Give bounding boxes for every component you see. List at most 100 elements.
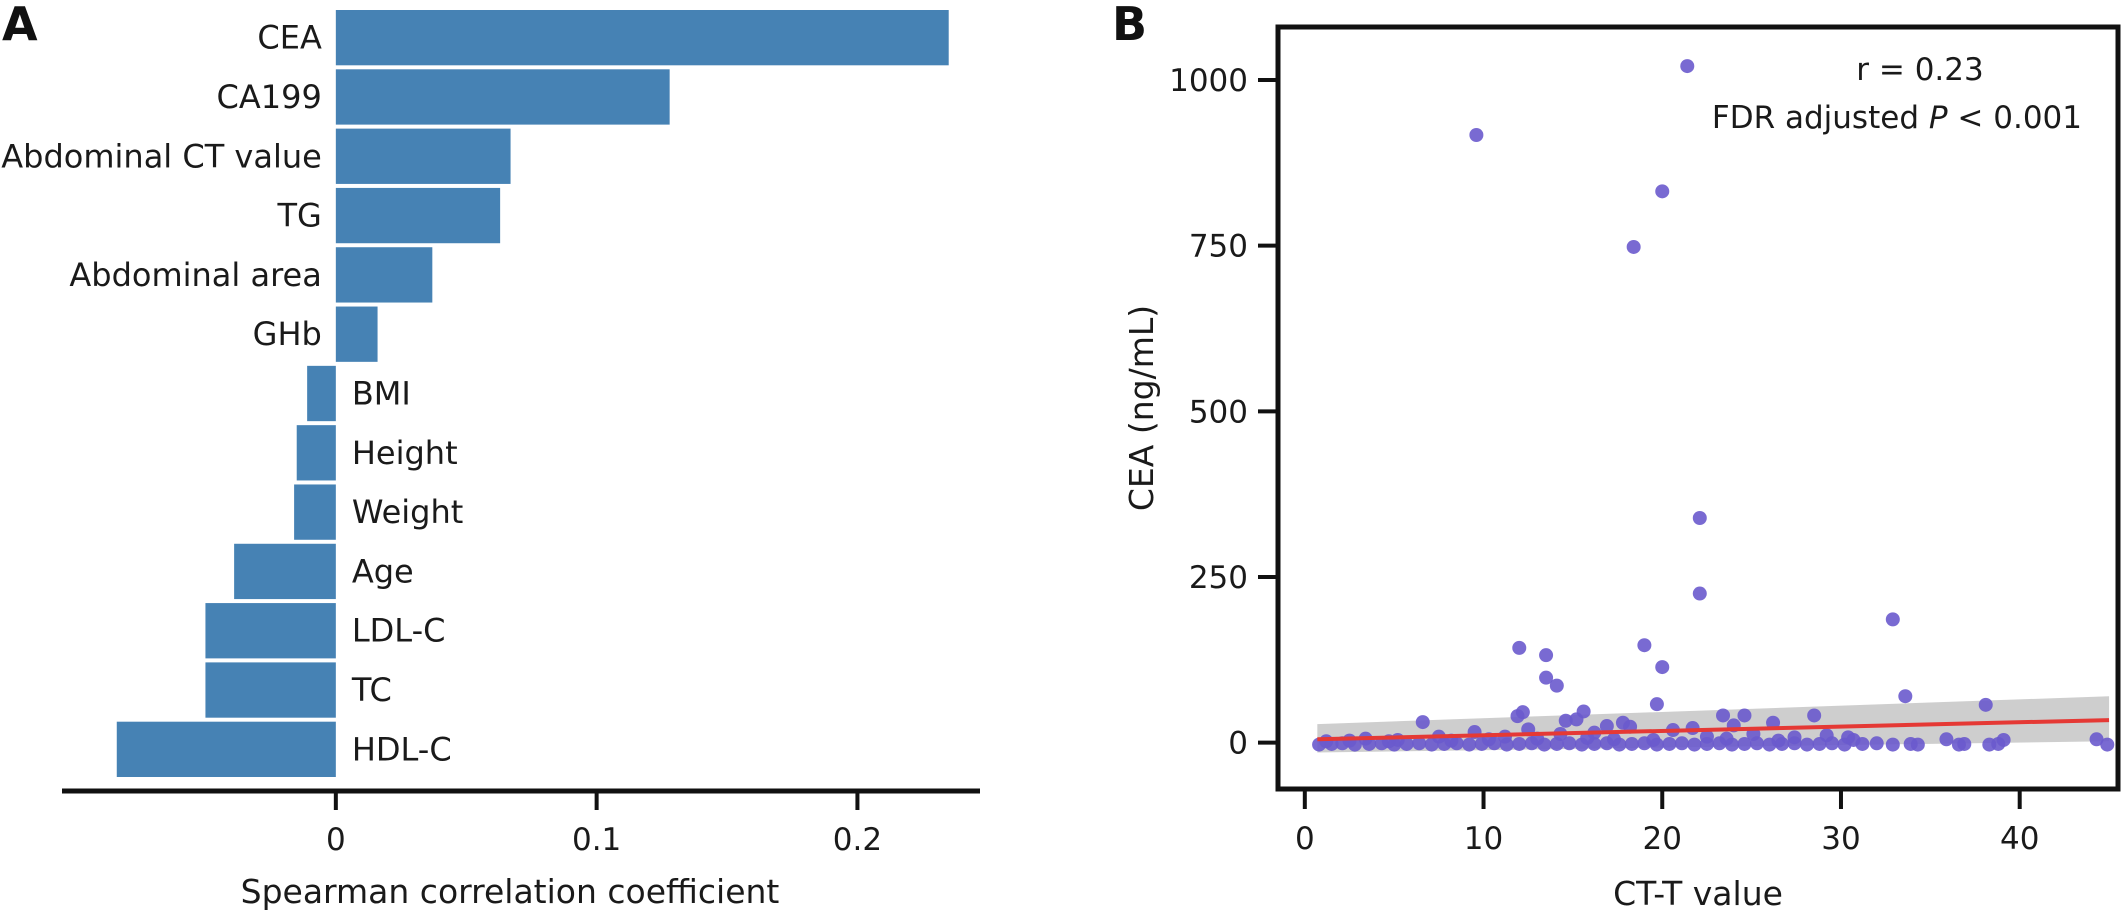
data-point: [1885, 737, 1900, 752]
correlation-annotation: r = 0.23: [1856, 52, 1983, 88]
data-point: [1626, 239, 1641, 254]
data-point: [1415, 715, 1430, 730]
data-point: [2100, 737, 2115, 752]
data-point: [1607, 732, 1621, 747]
y-axis-title: CEA (ng/mL): [1122, 305, 1161, 511]
data-point: [1549, 678, 1564, 693]
data-point: [1562, 736, 1577, 751]
data-point: [1637, 638, 1652, 653]
data-point: [1692, 586, 1707, 601]
category-label: LDL-C: [352, 612, 446, 650]
data-point: [1649, 697, 1664, 712]
panel-a-letter: A: [2, 0, 38, 51]
data-point: [1680, 59, 1695, 74]
x-tick-label: 10: [1464, 821, 1503, 857]
data-point: [1499, 737, 1514, 752]
data-point: [1662, 736, 1677, 751]
data-point: [1800, 737, 1815, 752]
data-point: [1599, 719, 1614, 734]
data-point: [1512, 640, 1527, 655]
data-point: [1846, 732, 1861, 747]
x-axis-title: CT-T value: [1613, 874, 1783, 913]
data-point: [1549, 736, 1564, 751]
category-label: GHb: [253, 315, 322, 353]
x-axis-ticks: 0 10 20 30 40: [1295, 789, 2039, 857]
data-point: [1957, 736, 1972, 751]
y-tick-label: 0: [1228, 726, 1248, 762]
data-point: [1469, 128, 1484, 143]
data-point: [1910, 737, 1925, 752]
x-tick-label: 0: [326, 822, 346, 858]
category-label: Height: [352, 434, 458, 472]
data-point: [1655, 184, 1670, 199]
y-axis-ticks: 0 250 500 750 1000: [1169, 63, 1278, 762]
panel-b-letter: B: [1112, 0, 1147, 51]
category-label: CEA: [257, 19, 322, 57]
x-axis-title: Spearman correlation coefficient: [241, 872, 780, 911]
bar-ca199: [335, 69, 670, 125]
data-point: [1674, 736, 1689, 751]
category-label: CA199: [217, 78, 322, 116]
data-point: [1655, 660, 1670, 675]
x-tick-label: 0: [1295, 821, 1315, 857]
data-point: [1362, 736, 1377, 751]
data-point: [1807, 708, 1822, 723]
data-point: [1399, 736, 1414, 751]
data-point: [1624, 736, 1639, 751]
category-label: Abdominal CT value: [1, 137, 322, 175]
data-point: [1737, 736, 1752, 751]
bar-tc: [205, 662, 336, 718]
category-label: TC: [351, 671, 392, 709]
x-axis-ticks: 0 0.1 0.2: [326, 791, 882, 858]
data-point: [1787, 736, 1802, 751]
data-point: [1412, 736, 1427, 751]
data-point: [2089, 732, 2104, 747]
x-tick-label: 0.1: [572, 822, 621, 858]
plot-frame: [1275, 24, 2121, 792]
category-label: TG: [276, 197, 321, 235]
data-point: [1825, 736, 1840, 751]
data-point: [1646, 732, 1661, 747]
y-tick-label: 1000: [1169, 63, 1248, 99]
panel-a-bar-chart: CEA CA199 Abdominal CT value TG Abdominal ar…: [1, 10, 980, 911]
bar-tg: [335, 187, 501, 244]
bar-weight: [294, 484, 336, 540]
data-point: [1539, 670, 1554, 685]
data-point: [1687, 737, 1702, 752]
category-label: BMI: [352, 375, 411, 413]
y-tick-label: 750: [1189, 229, 1248, 265]
fdr-suffix: < 0.001: [1948, 100, 2082, 136]
data-point: [1719, 731, 1734, 746]
data-point: [1319, 734, 1334, 749]
data-point: [1539, 648, 1554, 663]
fdr-p-symbol: P: [1929, 100, 1948, 136]
data-point: [1462, 737, 1477, 752]
bar-height: [296, 425, 336, 481]
data-point: [1869, 736, 1884, 751]
data-point: [1699, 736, 1714, 751]
data-point: [1716, 708, 1731, 723]
x-tick-label: 40: [2000, 821, 2039, 857]
data-point: [1991, 736, 2006, 751]
bar-ldl-c: [205, 603, 336, 659]
data-point: [1512, 736, 1527, 751]
data-point: [1558, 713, 1573, 728]
y-tick-label: 250: [1189, 560, 1248, 596]
fdr-prefix: FDR adjusted: [1712, 100, 1929, 136]
category-label: Abdominal area: [69, 256, 321, 294]
data-point: [1685, 721, 1700, 736]
category-label: Weight: [352, 493, 463, 531]
panel-b-scatter-plot: 0 10 20 30 40 0 250 500 750 1000 CT-T value CEA …: [1122, 24, 2121, 913]
bar-age: [234, 543, 336, 600]
data-point: [1569, 712, 1584, 727]
data-point: [1939, 732, 1954, 747]
regression-line: [1317, 718, 2110, 742]
data-point: [1749, 736, 1764, 751]
bar-abdominal-area: [335, 247, 433, 303]
x-tick-label: 0.2: [833, 822, 882, 858]
bar-series: [116, 10, 949, 777]
fdr-annotation: FDR adjusted P < 0.001: [1712, 100, 2082, 136]
data-point: [1812, 736, 1827, 751]
bar-hdl-c: [116, 721, 336, 777]
y-tick-label: 500: [1189, 394, 1248, 430]
